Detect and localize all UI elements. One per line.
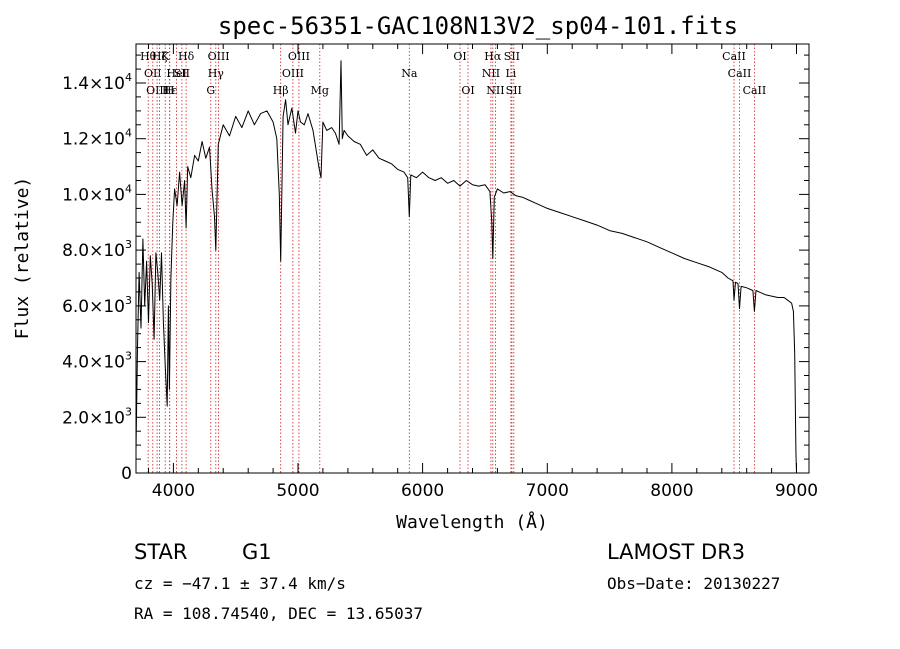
line-markers: HθOIIOIIIHζKHεHHeISIIHδGHγOIIIHβOIIIOIII…	[140, 44, 766, 473]
line-marker-label: Mg	[311, 84, 329, 97]
y-tick-label: 1.2×104	[62, 127, 132, 150]
y-tick-exponent: 4	[125, 127, 132, 140]
line-marker-label: OIII	[146, 84, 168, 97]
y-tick-mantissa: 1.2×10	[62, 130, 125, 150]
chart-title: spec-56351-GAC108N13V2_sp04-101.fits	[218, 12, 738, 40]
x-tick-label: 5000	[276, 481, 319, 501]
line-marker-label: SII	[174, 67, 190, 80]
line-marker-label: G	[206, 84, 215, 97]
y-axis: 02.0×1034.0×1036.0×1038.0×1031.0×1041.2×…	[62, 54, 809, 484]
line-marker-label: Li	[505, 67, 516, 80]
y-tick-mantissa: 6.0×10	[62, 297, 125, 317]
x-tick-label: 4000	[152, 481, 195, 501]
line-marker-label: Hα	[484, 50, 502, 63]
y-tick-label: 8.0×103	[62, 238, 132, 261]
line-marker-label: Hδ	[178, 50, 195, 63]
x-tick-label: 6000	[401, 481, 444, 501]
y-tick-mantissa: 1.0×10	[62, 185, 125, 205]
y-tick-exponent: 3	[125, 350, 132, 363]
survey-name: LAMOST DR3	[607, 540, 746, 564]
object-subclass: G1	[242, 540, 272, 564]
y-tick-label: 4.0×103	[62, 350, 132, 373]
line-marker-label: Hζ	[152, 50, 168, 63]
line-marker-label: Hθ	[140, 50, 157, 63]
spectrum-line	[135, 60, 797, 474]
spectrum-series	[135, 60, 797, 474]
y-tick-mantissa: 2.0×10	[62, 408, 125, 428]
line-marker-label: Hβ	[273, 84, 289, 97]
y-tick-exponent: 3	[125, 405, 132, 418]
line-marker-label: Hγ	[208, 67, 225, 80]
spectrum-chart: spec-56351-GAC108N13V2_sp04-101.fits Hθ O…	[12, 12, 818, 533]
line-marker-label: NII	[482, 67, 500, 80]
y-tick-label: 1.0×104	[62, 182, 132, 205]
line-marker-label: OIII	[208, 50, 230, 63]
x-tick-label: 8000	[650, 481, 693, 501]
line-marker-label: CaII	[743, 84, 767, 97]
line-marker-label: CaII	[722, 50, 746, 63]
x-axis-label: Wavelength (Å)	[396, 511, 548, 533]
obs-date: Obs−Date: 20130227	[607, 574, 781, 593]
y-tick-exponent: 4	[125, 71, 132, 84]
line-marker-label: SII	[504, 50, 520, 63]
line-marker-label: OI	[461, 84, 474, 97]
y-tick-exponent: 3	[125, 238, 132, 251]
y-tick-mantissa: 4.0×10	[62, 353, 125, 373]
y-tick-label: 6.0×103	[62, 294, 132, 317]
line-marker-label: CaII	[728, 67, 752, 80]
object-class: STAR	[134, 540, 188, 564]
line-marker-label: OII	[144, 67, 162, 80]
y-tick-label: 0	[121, 464, 132, 484]
y-tick-mantissa: 1.4×10	[62, 74, 125, 94]
line-marker-label: OIII	[288, 50, 310, 63]
ra-dec-coords: RA = 108.74540, DEC = 13.65037	[134, 604, 423, 623]
x-tick-label: 9000	[775, 481, 818, 501]
line-marker-label: OI	[453, 50, 466, 63]
y-tick-exponent: 4	[125, 182, 132, 195]
y-axis-label: Flux (relative)	[12, 177, 33, 340]
y-tick-mantissa: 8.0×10	[62, 241, 125, 261]
x-tick-label: 7000	[526, 481, 569, 501]
line-marker-label: Na	[401, 67, 418, 80]
y-tick-label: 2.0×103	[62, 405, 132, 428]
redshift-cz: cz = −47.1 ± 37.4 km/s	[134, 574, 346, 593]
y-tick-label: 1.4×104	[62, 71, 132, 94]
line-marker-label: OIII	[282, 67, 304, 80]
y-tick-mantissa: 0	[121, 464, 132, 484]
line-marker-label: SII	[506, 84, 522, 97]
line-marker-label: H	[165, 84, 175, 97]
x-axis: 4000 5000 6000 7000 8000 9000	[148, 44, 818, 501]
line-marker-label: K	[161, 50, 170, 63]
line-marker-label: NII	[486, 84, 504, 97]
plot-frame	[135, 43, 810, 474]
y-tick-exponent: 3	[125, 294, 132, 307]
